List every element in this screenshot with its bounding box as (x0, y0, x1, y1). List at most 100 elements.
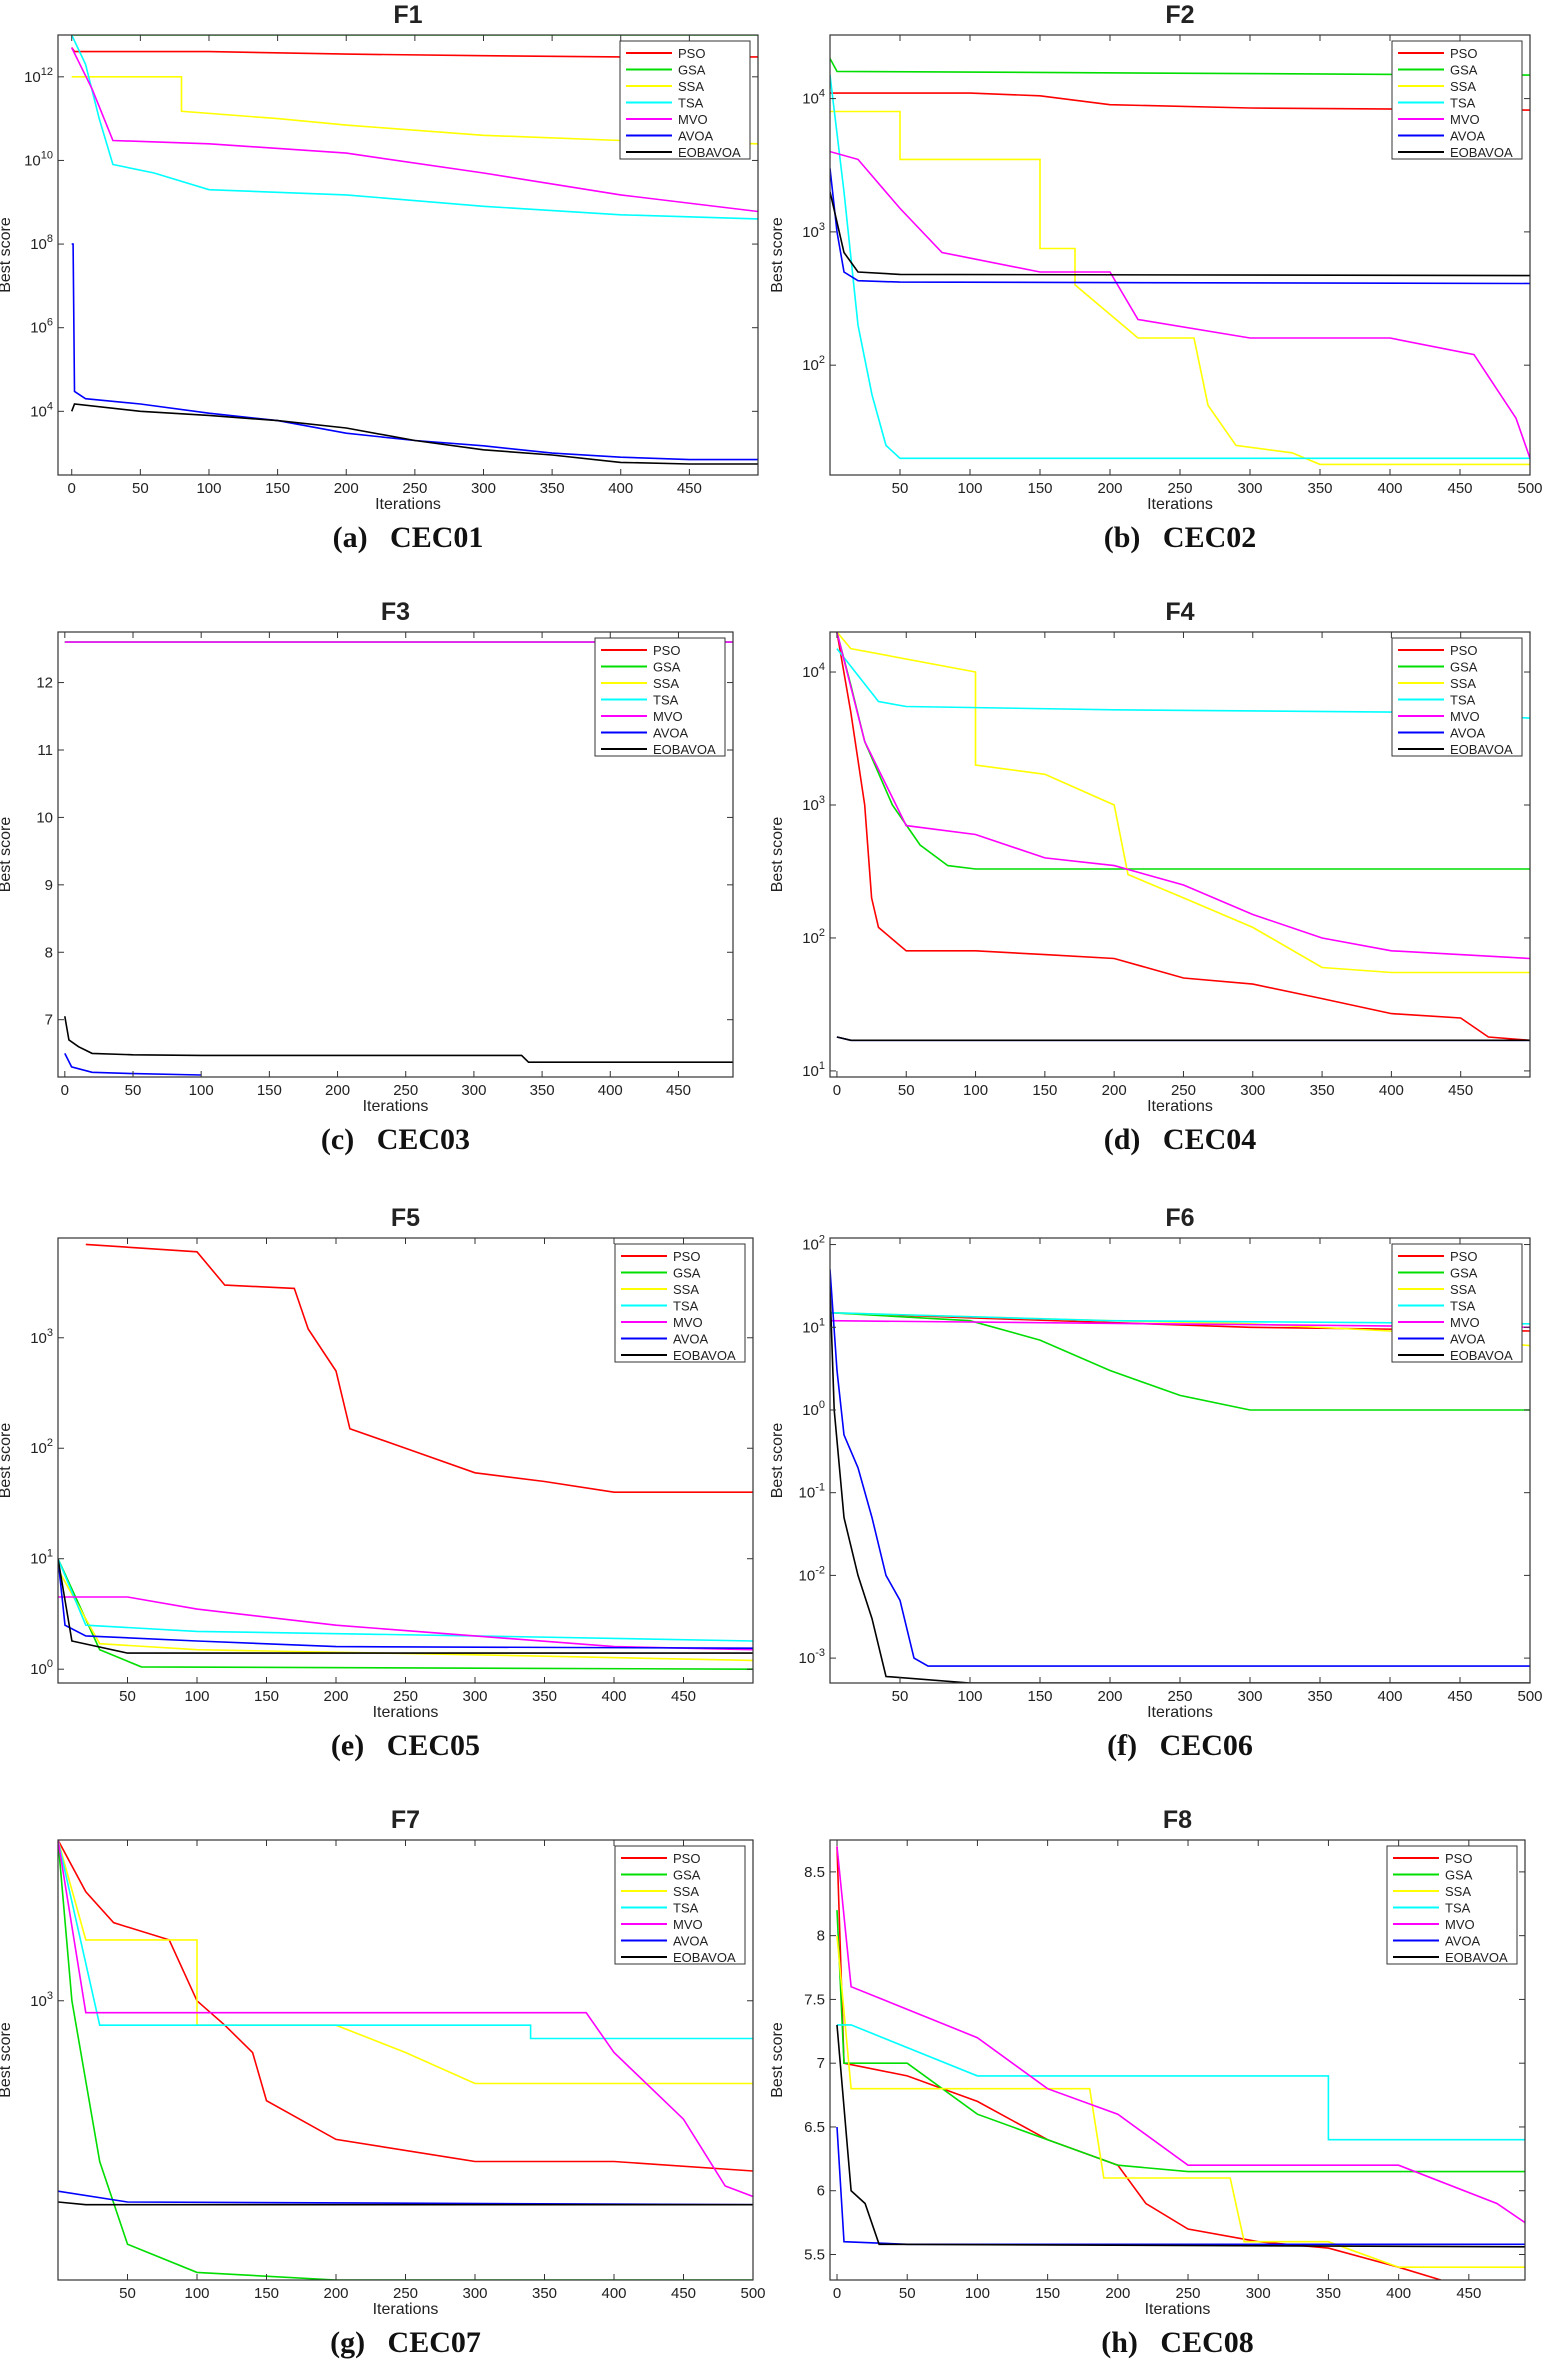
series-group (836, 1846, 1525, 2280)
y-tick-label: 7 (817, 2055, 825, 2072)
series-line-mvo (836, 1846, 1525, 2224)
y-axis-label: Best score (769, 217, 786, 293)
x-tick-label: 200 (1097, 480, 1122, 497)
y-tick-label: 103 (802, 794, 825, 814)
y-tick-label: 7 (45, 1012, 53, 1029)
legend-label-eobavoa: EOBAVOA (1450, 1348, 1513, 1363)
y-tick-label: 1010 (24, 149, 53, 169)
legend-label-pso: PSO (1450, 46, 1477, 61)
x-tick-label: 250 (402, 480, 427, 497)
series-group (830, 58, 1530, 466)
legend-label-gsa: GSA (1445, 1868, 1473, 1883)
y-tick-label: 101 (802, 1060, 825, 1080)
legend-box (614, 1243, 746, 1363)
x-axis-label: Iterations (1145, 2301, 1211, 2318)
legend-label-ssa: SSA (673, 1884, 699, 1899)
legend-label-pso: PSO (678, 46, 705, 61)
x-tick-label: 50 (892, 1688, 909, 1705)
chart-panel-3: F3 0 50 100 150 200 250 300 350 400 450 7 8 9 10 11 12 It… (0, 598, 734, 1156)
chart-title: F3 (381, 598, 410, 626)
series-line-tsa (58, 1558, 753, 1642)
x-tick-label: 300 (462, 2285, 487, 2302)
y-tick-label: 100 (802, 1399, 825, 1419)
x-tick-label: 450 (1447, 480, 1472, 497)
x-tick-label: 50 (899, 2285, 916, 2302)
x-tick-label: 50 (892, 480, 909, 497)
legend-box (1386, 1845, 1518, 1965)
series-line-mvo (58, 1596, 753, 1651)
series-line-ssa (58, 1569, 753, 1662)
x-tick-label: 300 (1237, 480, 1262, 497)
y-tick-label: 8.5 (804, 1864, 825, 1881)
x-tick-label: 400 (608, 480, 633, 497)
chart-title: F7 (391, 1806, 420, 1834)
plot-frame (57, 34, 759, 476)
x-axis-label: Iterations (1147, 496, 1213, 513)
plot-frame (57, 631, 734, 1078)
series-group (58, 1243, 753, 1670)
series-line-gsa (58, 1840, 753, 2280)
panel-caption: (e) CEC05 (331, 1729, 480, 1762)
legend-label-avoa: AVOA (673, 1332, 708, 1347)
legend-label-tsa: TSA (1450, 1299, 1476, 1314)
y-tick-label: 12 (36, 675, 53, 692)
series-line-avoa (64, 1053, 202, 1076)
legend-label-gsa: GSA (1450, 63, 1478, 78)
y-axis-label: Best score (769, 2022, 786, 2098)
series-line-avoa (71, 243, 758, 461)
y-tick-label: 10-2 (799, 1564, 825, 1584)
legend-label-avoa: AVOA (1450, 726, 1485, 741)
legend-label-mvo: MVO (1450, 112, 1480, 127)
x-tick-label: 350 (532, 1688, 557, 1705)
series-line-eobavoa (836, 2024, 1525, 2248)
legend-label-tsa: TSA (673, 1299, 699, 1314)
series-line-eobavoa (836, 1036, 1530, 1042)
x-tick-label: 450 (671, 2285, 696, 2302)
x-tick-label: 250 (1167, 480, 1192, 497)
x-tick-label: 450 (666, 1082, 691, 1099)
x-tick-label: 250 (393, 2285, 418, 2302)
series-line-gsa (830, 1311, 1530, 1411)
legend-box (1391, 1243, 1523, 1363)
y-tick-label: 5.5 (804, 2246, 825, 2263)
y-tick-label: 103 (802, 221, 825, 241)
chart-panel-2: F2 50 100 150 200 250 300 350 400 450 500 102 103 104… (769, 1, 1543, 554)
x-tick-label: 200 (1102, 1082, 1127, 1099)
x-tick-label: 50 (125, 1082, 142, 1099)
x-tick-label: 450 (677, 480, 702, 497)
x-tick-label: 150 (257, 1082, 282, 1099)
legend-label-avoa: AVOA (678, 129, 713, 144)
series-line-eobavoa (830, 191, 1530, 277)
x-tick-label: 350 (1307, 1688, 1332, 1705)
legend-label-avoa: AVOA (1450, 129, 1485, 144)
series-line-pso (85, 1243, 753, 1493)
legend-label-tsa: TSA (673, 1901, 699, 1916)
series-line-pso (830, 92, 1530, 111)
chart-title: F6 (1165, 1204, 1194, 1232)
legend-label-tsa: TSA (1450, 693, 1476, 708)
x-tick-label: 0 (833, 2285, 841, 2302)
legend-label-gsa: GSA (673, 1868, 701, 1883)
y-axis-label: Best score (769, 1423, 786, 1499)
y-tick-label: 103 (30, 1990, 53, 2010)
legend-label-pso: PSO (673, 1851, 700, 1866)
legend-label-pso: PSO (1450, 1249, 1477, 1264)
legend-label-gsa: GSA (1450, 660, 1478, 675)
x-tick-label: 400 (1386, 2285, 1411, 2302)
x-tick-label: 250 (393, 1688, 418, 1705)
y-tick-label: 6 (817, 2183, 825, 2200)
legend-label-mvo: MVO (1450, 709, 1480, 724)
series-line-tsa (837, 2024, 1525, 2141)
series-line-gsa (58, 1558, 753, 1670)
series-line-avoa (830, 168, 1530, 285)
series-line-eobavoa (64, 1016, 733, 1063)
x-tick-label: 0 (833, 1082, 841, 1099)
y-tick-label: 104 (802, 88, 825, 108)
x-tick-label: 300 (1246, 2285, 1271, 2302)
legend-box (1391, 637, 1523, 757)
x-tick-label: 350 (532, 2285, 557, 2302)
chart-title: F8 (1163, 1806, 1192, 1834)
x-axis-label: Iterations (373, 1704, 439, 1721)
